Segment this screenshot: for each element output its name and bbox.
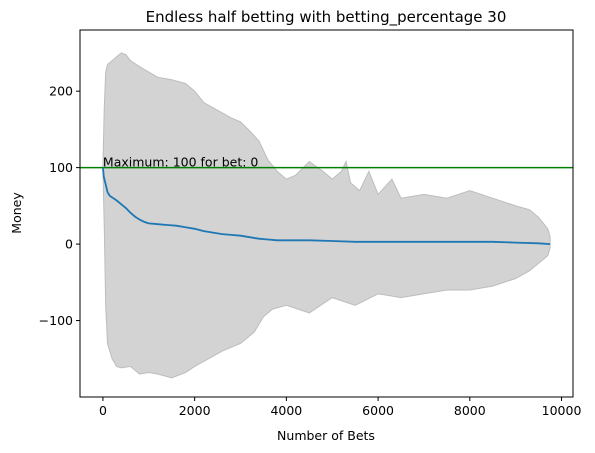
x-tick-label: 2000	[179, 403, 211, 418]
y-tick-label: 200	[49, 84, 73, 99]
y-tick-label: 0	[65, 237, 73, 252]
x-axis: 0 2000 4000 6000 8000 10000	[99, 397, 582, 418]
x-tick-label: 10000	[542, 403, 582, 418]
range-band	[102, 52, 551, 379]
x-tick-label: 8000	[454, 403, 486, 418]
plot-area	[80, 52, 573, 379]
max-annotation: Maximum: 100 for bet: 0	[103, 155, 258, 170]
y-axis-label: Money	[9, 192, 24, 234]
axes-frame	[79, 29, 574, 398]
y-tick-label: 100	[49, 160, 73, 175]
mean-money-line	[102, 167, 551, 245]
x-tick-label: 4000	[270, 403, 302, 418]
y-axis: −100 0 100 200	[39, 84, 80, 328]
chart-title: Endless half betting with betting_percen…	[146, 8, 507, 27]
y-tick-label: −100	[39, 313, 73, 328]
x-axis-label: Number of Bets	[277, 428, 375, 443]
x-tick-label: 0	[99, 403, 107, 418]
x-tick-label: 6000	[362, 403, 394, 418]
